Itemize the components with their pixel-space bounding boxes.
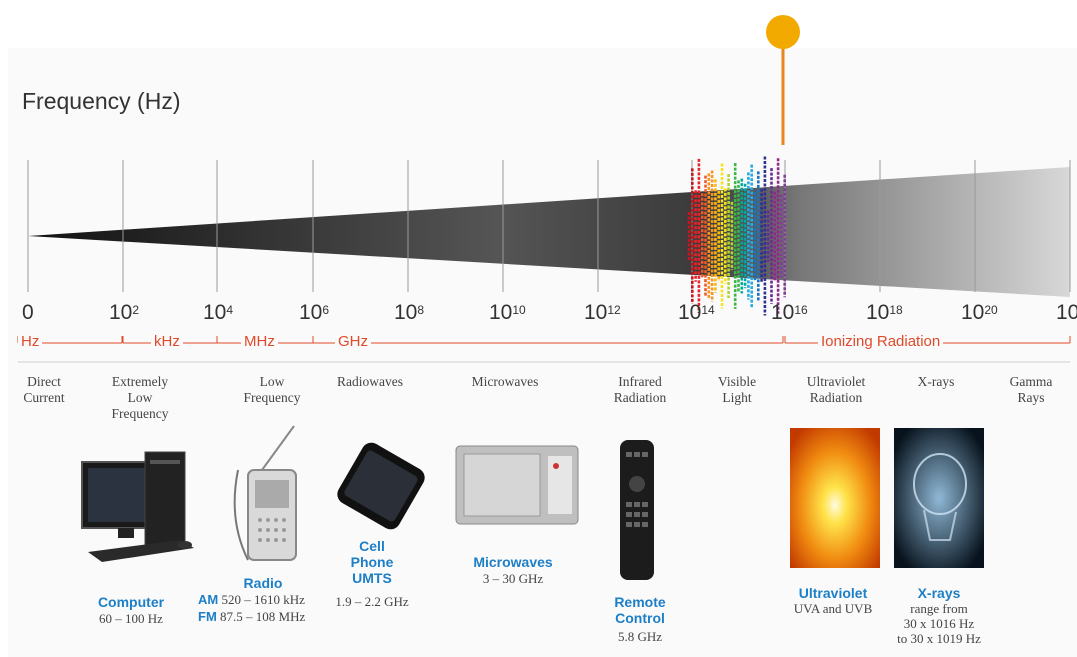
- tick-label-base: 10: [678, 301, 702, 324]
- tick-label: 108: [394, 301, 424, 325]
- microwave-range: 3 – 30 GHz: [482, 571, 544, 586]
- radio-fm-label: FM: [198, 609, 217, 624]
- band-label-mhz: MHz: [241, 333, 278, 350]
- tick-label-exponent: 14: [701, 303, 715, 317]
- tick-label-base: 10: [866, 301, 890, 324]
- tick-label-exponent: 2: [132, 303, 140, 317]
- radio-fm-range: 87.5 – 108 MHz: [220, 609, 306, 624]
- tick-label: 1012: [584, 301, 621, 325]
- remote-icon: [620, 440, 654, 580]
- tick-lines: [27, 160, 1071, 292]
- xray-sub: range from 30 x 1016 Hz to 30 x 1019 Hz: [897, 601, 981, 646]
- region-radiowaves: Radiowaves: [337, 374, 403, 389]
- ultraviolet-sub: UVA and UVB: [793, 601, 873, 616]
- tick-label: 1018: [866, 301, 903, 325]
- tick-label: 104: [203, 301, 233, 325]
- radio-fm-line: FM 87.5 – 108 MHz: [198, 609, 305, 625]
- phone-range: 1.9 – 2.2 GHz: [335, 594, 409, 609]
- tick-label-base: 10: [109, 301, 133, 324]
- band-label-ghz: GHz: [335, 333, 371, 350]
- band-label-khz: kHz: [151, 333, 183, 350]
- remote-range: 5.8 GHz: [617, 629, 663, 644]
- region-extremely-low-frequency: Extremely Low Frequency: [111, 374, 169, 421]
- radio-am-label: AM: [198, 592, 219, 607]
- region-infrared: Infrared Radiation: [613, 374, 667, 405]
- tick-label: 0: [22, 301, 34, 325]
- tick-label: 106: [299, 301, 329, 325]
- tick-label-exponent: 20: [984, 303, 998, 317]
- tick-label-base: 10: [489, 301, 513, 324]
- tick-label-base: 10: [961, 301, 985, 324]
- radio-icon: [233, 425, 297, 561]
- tick-label-exponent: 16: [794, 303, 808, 317]
- region-ultraviolet: Ultraviolet Radiation: [806, 374, 866, 405]
- region-microwaves: Microwaves: [471, 374, 539, 389]
- xray-image: [894, 428, 984, 568]
- tick-label-exponent: 6: [322, 303, 330, 317]
- tick-label: 1010: [489, 301, 526, 325]
- tick-label-base: 10: [1056, 301, 1077, 324]
- xray-title: X-rays: [917, 585, 961, 601]
- tick-label-exponent: 4: [226, 303, 234, 317]
- tick-label-exponent: 10: [512, 303, 526, 317]
- radio-title: Radio: [243, 575, 283, 591]
- ultraviolet-title: Ultraviolet: [798, 585, 868, 601]
- radio-am-range: 520 – 1610 kHz: [221, 592, 305, 607]
- tick-label-exponent: 8: [417, 303, 425, 317]
- frequency-wedge: [28, 167, 1070, 297]
- tick-label: 102: [109, 301, 139, 325]
- region-gamma-rays: Gamma Rays: [1009, 374, 1053, 405]
- microwave-icon: [455, 445, 579, 525]
- computer-icon: [81, 451, 194, 562]
- tick-label-exponent: 18: [889, 303, 903, 317]
- radio-am-line: AM 520 – 1610 kHz: [198, 592, 305, 608]
- tick-label-base: 0: [22, 301, 34, 324]
- tick-label: 1014: [678, 301, 715, 325]
- ultraviolet-image: [790, 428, 880, 568]
- tick-label-base: 10: [203, 301, 227, 324]
- remote-title: Remote Control: [614, 594, 666, 626]
- band-label-ionizing: Ionizing Radiation: [818, 333, 944, 350]
- band-label-hz: Hz: [18, 333, 43, 350]
- phone-title: Cell Phone UMTS: [350, 538, 394, 586]
- tick-label: 1016: [771, 301, 808, 325]
- tick-label: 10: [1056, 301, 1077, 325]
- tick-label-base: 10: [299, 301, 323, 324]
- tick-label: 1020: [961, 301, 998, 325]
- microwave-title: Microwaves: [473, 554, 553, 570]
- computer-range: 60 – 100 Hz: [99, 611, 163, 626]
- tick-label-base: 10: [584, 301, 608, 324]
- tick-label-base: 10: [394, 301, 418, 324]
- phone-icon: [337, 442, 425, 530]
- region-x-rays: X-rays: [917, 374, 955, 389]
- page-title: Frequency (Hz): [22, 88, 181, 114]
- visible-spectrum: [687, 156, 787, 316]
- computer-title: Computer: [97, 594, 165, 610]
- tick-label-exponent: 12: [607, 303, 621, 317]
- region-visible-light: Visible Light: [717, 374, 757, 405]
- tick-label-base: 10: [771, 301, 795, 324]
- marker-dot: [766, 15, 800, 49]
- region-direct-current: Direct Current: [23, 374, 65, 405]
- region-low-frequency: Low Frequency: [243, 374, 301, 405]
- band-bracket: [312, 336, 784, 344]
